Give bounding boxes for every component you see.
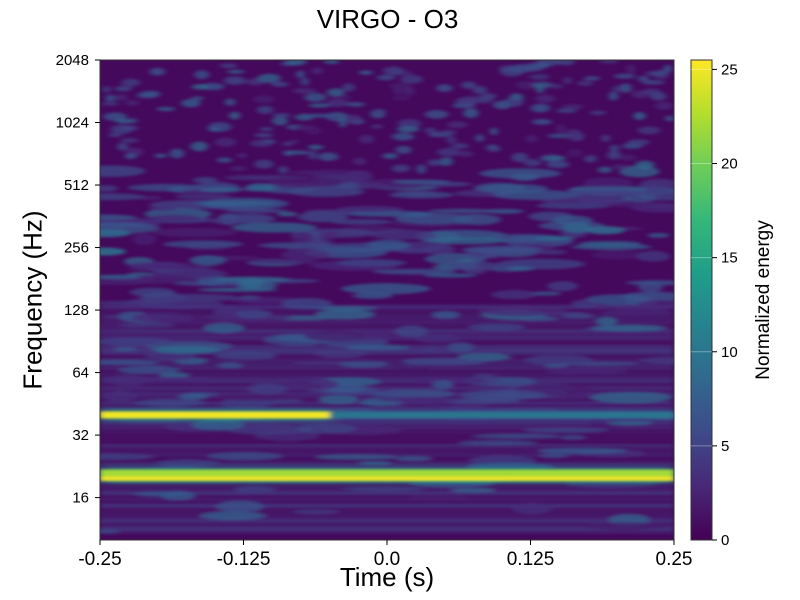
y-tick-label: 512 [64, 177, 89, 194]
colorbar: 0 5 10 15 20 25 [690, 59, 738, 549]
y-tick-label: 32 [72, 427, 89, 444]
axes: -0.25 -0.125 0.0 0.125 0.25 16 32 64 128 256 512 10… [56, 52, 693, 570]
colorbar-gradient [690, 59, 713, 541]
energy-band-1 [100, 469, 674, 477]
energy-band-0 [100, 473, 674, 481]
y-tick-label: 2048 [56, 52, 89, 69]
energy-band-2 [100, 411, 330, 419]
y-tick-label: 256 [64, 240, 89, 257]
y-tick-label: 1024 [56, 115, 89, 132]
x-tick-label: -0.125 [217, 549, 271, 570]
y-tick-label: 128 [64, 302, 89, 319]
x-tick-label: 0.25 [656, 549, 693, 570]
energy-band-3 [329, 411, 674, 419]
colorbar-tick-label: 15 [721, 250, 738, 267]
x-tick-label: 0.125 [507, 549, 555, 570]
y-tick-label: 16 [72, 490, 89, 507]
x-tick-label: 0.0 [374, 549, 400, 570]
colorbar-tick-label: 10 [721, 344, 738, 361]
colorbar-tick-label: 25 [721, 61, 738, 78]
x-axis-label: Time (s) [339, 562, 435, 592]
chart-title: VIRGO - O3 [316, 4, 459, 34]
colorbar-tick-label: 0 [721, 532, 729, 549]
colorbar-tick-label: 20 [721, 156, 738, 173]
colorbar-label: Normalized energy [753, 220, 774, 380]
energy-bands [100, 408, 674, 484]
colorbar-tick-label: 5 [721, 438, 729, 455]
y-tick-label: 64 [72, 365, 89, 382]
plot-area [100, 60, 674, 540]
y-axis-label: Frequency (Hz) [17, 210, 48, 390]
x-tick-label: -0.25 [78, 549, 121, 570]
